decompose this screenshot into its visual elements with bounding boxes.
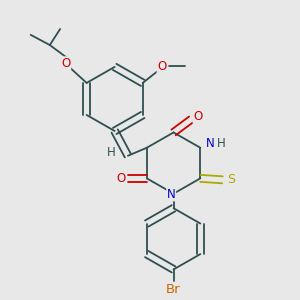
Text: O: O: [116, 172, 126, 185]
Text: N: N: [167, 188, 176, 201]
Text: O: O: [157, 60, 167, 74]
Text: S: S: [227, 173, 235, 186]
Text: N: N: [206, 137, 215, 150]
Text: O: O: [61, 57, 70, 70]
Text: Br: Br: [166, 283, 181, 296]
Text: H: H: [217, 137, 226, 150]
Text: O: O: [193, 110, 202, 123]
Text: H: H: [107, 146, 116, 159]
